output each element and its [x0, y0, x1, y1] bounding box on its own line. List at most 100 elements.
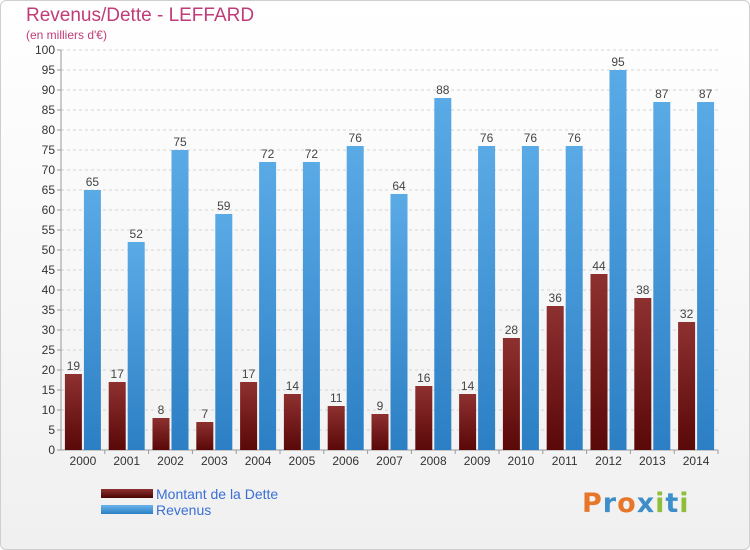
bar-dette: [590, 274, 608, 450]
bar-revenus: [521, 146, 539, 450]
data-label-dette: 7: [201, 407, 208, 421]
x-tick-label: 2005: [289, 454, 316, 468]
legend-swatch-revenus: [101, 505, 153, 514]
y-tick-label: 35: [42, 303, 56, 317]
data-label-revenus: 87: [699, 87, 713, 101]
y-tick-label: 85: [42, 103, 56, 117]
y-tick-label: 45: [42, 263, 56, 277]
bar-dette: [283, 394, 301, 450]
data-label-revenus: 59: [217, 199, 231, 213]
x-tick-label: 2014: [683, 454, 710, 468]
bar-revenus: [215, 214, 233, 450]
bar-dette: [546, 306, 564, 450]
x-tick-label: 2009: [464, 454, 491, 468]
bar-dette: [371, 414, 389, 450]
data-label-revenus: 76: [568, 131, 582, 145]
data-label-revenus: 87: [655, 87, 669, 101]
bar-dette: [634, 298, 652, 450]
y-tick-label: 40: [42, 283, 56, 297]
bar-dette: [196, 422, 214, 450]
y-tick-label: 20: [42, 363, 56, 377]
y-tick-label: 10: [42, 403, 56, 417]
bar-revenus: [609, 70, 627, 450]
data-label-dette: 19: [67, 359, 81, 373]
y-tick-label: 55: [42, 223, 56, 237]
logo-letter: r: [602, 488, 618, 519]
data-label-dette: 9: [377, 399, 384, 413]
bar-revenus: [259, 162, 277, 450]
x-tick-label: 2013: [639, 454, 666, 468]
logo-letter: x: [636, 488, 656, 519]
data-label-revenus: 72: [305, 147, 319, 161]
y-tick-label: 30: [42, 323, 56, 337]
legend-label-dette: Montant de la Dette: [156, 486, 279, 502]
logo-letter: t: [665, 488, 680, 519]
bar-revenus: [390, 194, 408, 450]
data-label-dette: 32: [680, 307, 694, 321]
data-label-dette: 11: [330, 391, 343, 405]
y-tick-label: 60: [42, 203, 56, 217]
y-tick-label: 95: [42, 63, 56, 77]
data-label-dette: 36: [549, 291, 563, 305]
data-label-dette: 17: [242, 367, 256, 381]
data-label-revenus: 52: [130, 227, 144, 241]
data-label-revenus: 75: [173, 135, 187, 149]
x-tick-label: 2000: [70, 454, 97, 468]
bar-revenus: [565, 146, 583, 450]
bar-revenus: [127, 242, 145, 450]
logo-letter: o: [617, 488, 637, 519]
data-label-revenus: 76: [349, 131, 363, 145]
data-label-dette: 16: [417, 371, 431, 385]
y-tick-label: 70: [42, 163, 56, 177]
data-label-revenus: 95: [611, 55, 625, 69]
logo-letter: i: [679, 488, 690, 519]
bar-dette: [459, 394, 477, 450]
x-tick-label: 2006: [332, 454, 359, 468]
bar-revenus: [171, 150, 189, 450]
bar-dette: [327, 406, 345, 450]
legend-label-revenus: Revenus: [156, 502, 212, 518]
y-tick-label: 0: [48, 443, 55, 457]
data-label-dette: 44: [592, 259, 606, 273]
bar-dette: [502, 338, 520, 450]
data-label-dette: 8: [158, 403, 165, 417]
data-label-dette: 14: [461, 379, 475, 393]
y-tick-label: 65: [42, 183, 56, 197]
chart-subtitle: (en milliers d'€): [26, 28, 107, 42]
x-tick-label: 2003: [201, 454, 228, 468]
legend-swatch-dette: [101, 489, 153, 498]
data-label-revenus: 76: [480, 131, 494, 145]
y-tick-label: 15: [42, 383, 56, 397]
y-tick-label: 50: [42, 243, 56, 257]
y-tick-label: 90: [42, 83, 56, 97]
logo-letter: i: [655, 488, 666, 519]
data-label-dette: 28: [505, 323, 519, 337]
y-tick-label: 80: [42, 123, 56, 137]
y-tick-label: 100: [35, 43, 55, 57]
x-tick-label: 2007: [376, 454, 403, 468]
data-label-revenus: 76: [524, 131, 538, 145]
data-label-dette: 14: [286, 379, 300, 393]
chart-title: Revenus/Dette - LEFFARD: [26, 5, 255, 26]
data-label-revenus: 88: [436, 83, 450, 97]
y-tick-label: 5: [48, 423, 55, 437]
x-tick-label: 2008: [420, 454, 447, 468]
bar-revenus: [697, 102, 715, 450]
bar-revenus: [653, 102, 671, 450]
data-label-dette: 17: [111, 367, 125, 381]
bar-dette: [108, 382, 126, 450]
x-tick-label: 2001: [113, 454, 140, 468]
bar-revenus: [302, 162, 320, 450]
y-tick-label: 25: [42, 343, 56, 357]
data-label-revenus: 64: [392, 179, 406, 193]
bar-dette: [152, 418, 170, 450]
x-tick-label: 2011: [552, 454, 578, 468]
x-tick-label: 2002: [157, 454, 184, 468]
data-label-dette: 38: [636, 283, 650, 297]
x-tick-label: 2004: [245, 454, 272, 468]
bar-revenus: [434, 98, 452, 450]
bar-dette: [240, 382, 258, 450]
bar-revenus: [478, 146, 496, 450]
bar-revenus: [346, 146, 364, 450]
